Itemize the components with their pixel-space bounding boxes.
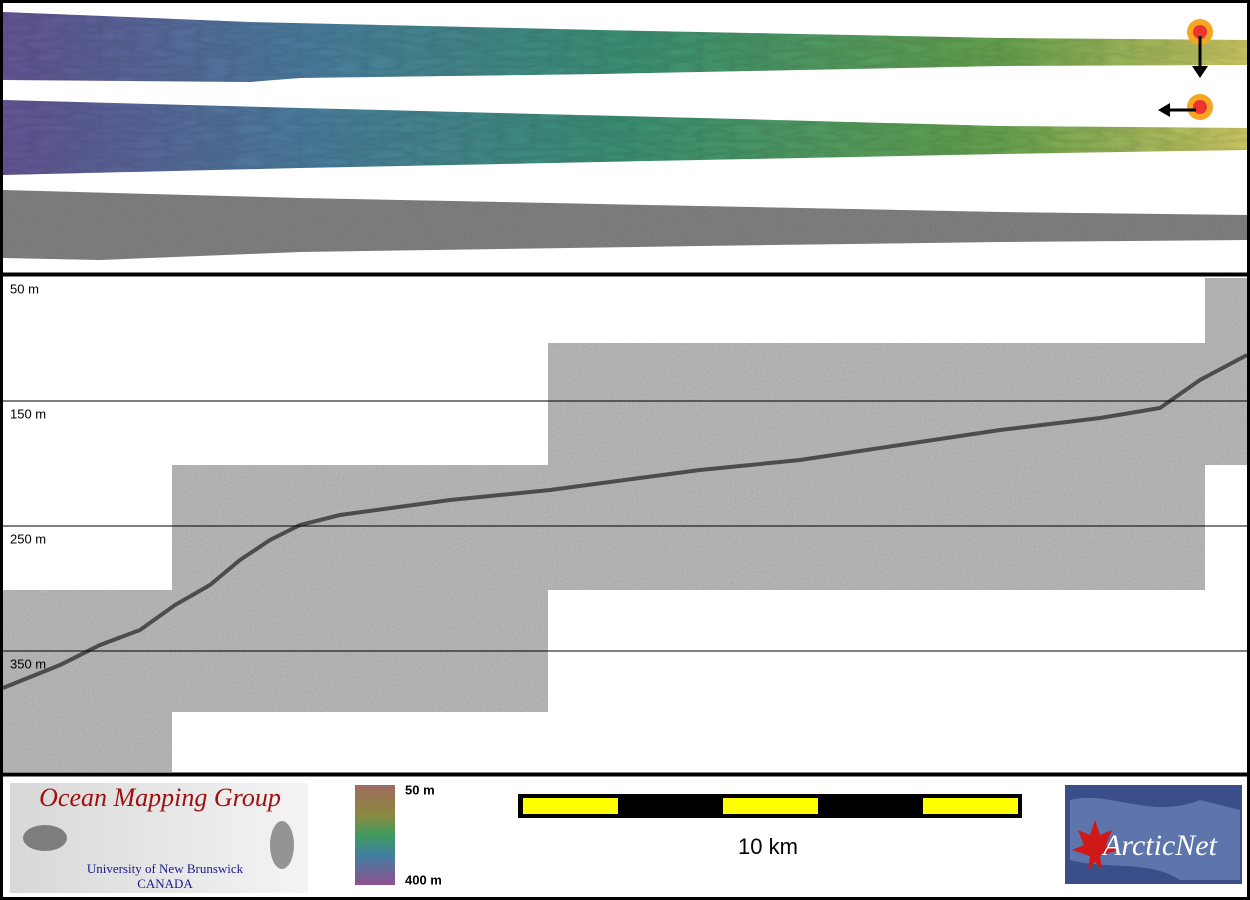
profile-block	[172, 465, 548, 712]
profile-panel: 50 m 150 m 250 m 350 m	[2, 278, 1248, 772]
bathymetry-strip	[3, 100, 1247, 175]
seafloor-reflector	[2, 353, 1248, 690]
sun-icon	[1158, 94, 1213, 120]
colorbar-label: 50 m	[405, 782, 435, 797]
profile-block	[3, 590, 172, 772]
bathymetry-strip	[3, 12, 1247, 82]
scale-segment	[923, 798, 1018, 814]
colorbar	[355, 785, 395, 885]
omg-title: Ocean Mapping Group	[39, 783, 281, 812]
depth-label: 50 m	[10, 281, 39, 296]
colorbar-label: 400 m	[405, 872, 442, 887]
scale-label: 10 km	[738, 834, 798, 859]
omg-university: University of New Brunswick	[87, 861, 244, 876]
backscatter-strip	[3, 190, 1247, 260]
depth-label: 250 m	[10, 531, 46, 546]
sun-icon	[1187, 19, 1213, 78]
profile-block	[1205, 278, 1247, 465]
arcticnet-text: ArcticNet	[1101, 829, 1218, 862]
scale-segment	[523, 798, 618, 814]
depth-label: 150 m	[10, 406, 46, 421]
swath-panel	[3, 12, 1247, 260]
profile-block	[548, 343, 1205, 590]
omg-country: CANADA	[137, 876, 193, 891]
scale-segment	[723, 798, 818, 814]
footer: Ocean Mapping Group University of New Br…	[10, 782, 1242, 893]
depth-label: 350 m	[10, 656, 46, 671]
